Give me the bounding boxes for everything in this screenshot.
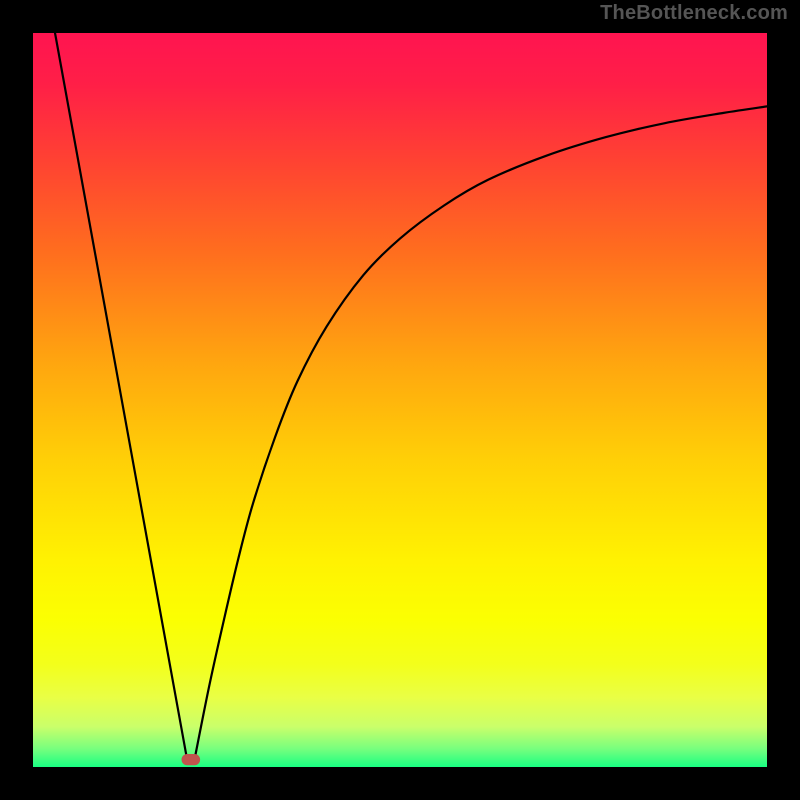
- bottleneck-chart: [33, 33, 767, 767]
- gradient-background: [33, 33, 767, 767]
- attribution-label: TheBottleneck.com: [600, 2, 788, 25]
- chart-frame: TheBottleneck.com: [0, 0, 800, 800]
- optimal-point-marker: [182, 755, 200, 765]
- plot-area: [33, 33, 767, 767]
